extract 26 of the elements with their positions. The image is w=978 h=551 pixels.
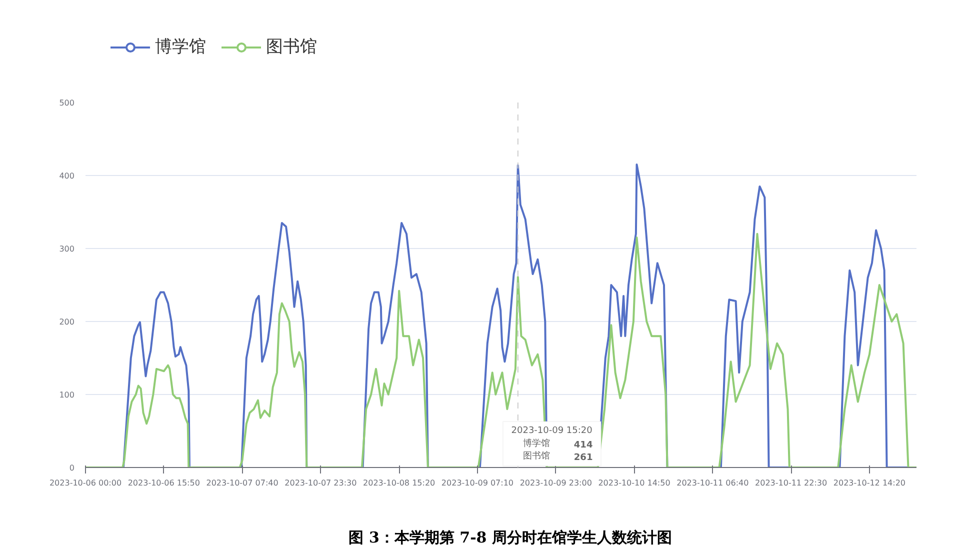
- annotation: 414: [574, 440, 593, 451]
- y-tick-label: 100: [59, 390, 75, 400]
- x-tick-label: 2023-10-11 06:40: [676, 478, 749, 488]
- x-tick-label: 2023-10-09 07:10: [441, 478, 514, 488]
- line-series: [86, 232, 916, 468]
- y-tick-label: 200: [59, 318, 75, 326]
- y-tick-label: 300: [59, 244, 75, 254]
- text: 博学馆: [522, 439, 550, 450]
- y-tick-label: 0: [69, 464, 75, 472]
- x-tick-label: 2023-10-10 14:50: [598, 478, 670, 488]
- x-tick-label: 2023-10-09 23:00: [520, 478, 592, 488]
- legend-label: 博学馆: [155, 36, 206, 58]
- text: 图书馆: [522, 452, 550, 462]
- y-tick-label: 400: [59, 172, 75, 180]
- x-tick-label: 2023-10-12 14:20: [833, 478, 906, 488]
- text: 图 3：本学期第 7-8 周分时在馆学生人数统计图: [348, 528, 672, 546]
- ref-line-label: 2023-10-09 15:20: [511, 426, 593, 436]
- x-tick-label: 2023-10-06 00:00: [49, 478, 122, 488]
- x-tick-label: 2023-10-07 07:40: [206, 478, 278, 488]
- x-tick-label: 2023-10-07 23:30: [284, 478, 357, 488]
- x-tick-label: 2023-10-06 15:50: [128, 478, 200, 488]
- annotation: 261: [574, 453, 593, 464]
- legend-label: 图书馆: [266, 36, 317, 58]
- y-tick-label: 500: [59, 98, 75, 108]
- x-tick-label: 2023-10-08 15:20: [363, 478, 436, 488]
- x-tick-label: 2023-10-11 22:30: [755, 478, 828, 488]
